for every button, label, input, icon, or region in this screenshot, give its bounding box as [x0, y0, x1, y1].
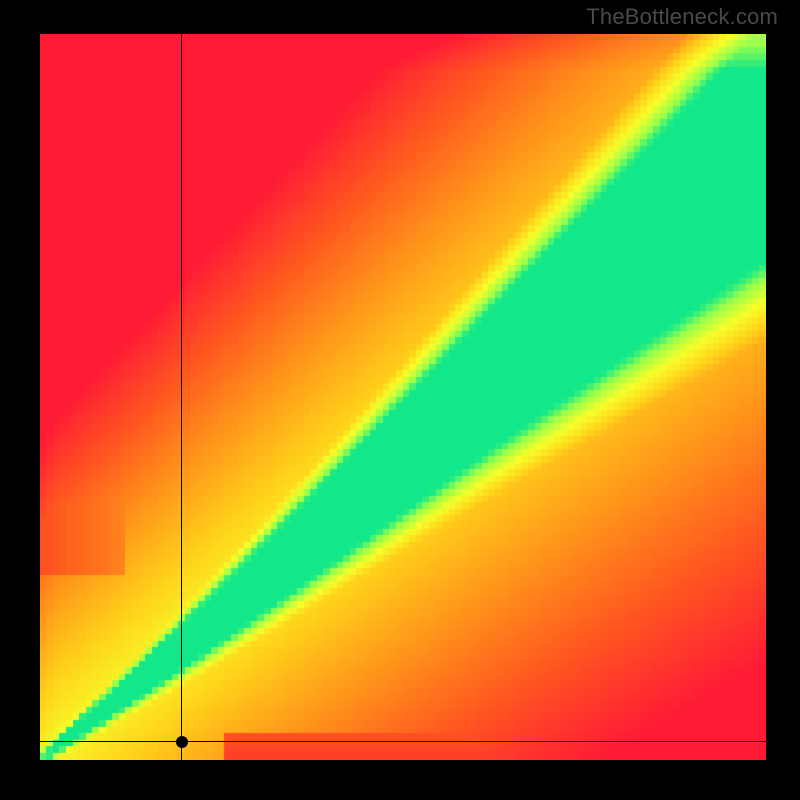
- crosshair-vertical: [181, 34, 182, 760]
- crosshair-horizontal: [40, 741, 766, 742]
- heatmap-plot-area: [40, 34, 766, 760]
- heatmap-canvas: [40, 34, 766, 760]
- crosshair-point: [176, 736, 188, 748]
- chart-container: TheBottleneck.com: [0, 0, 800, 800]
- watermark-text: TheBottleneck.com: [586, 4, 778, 30]
